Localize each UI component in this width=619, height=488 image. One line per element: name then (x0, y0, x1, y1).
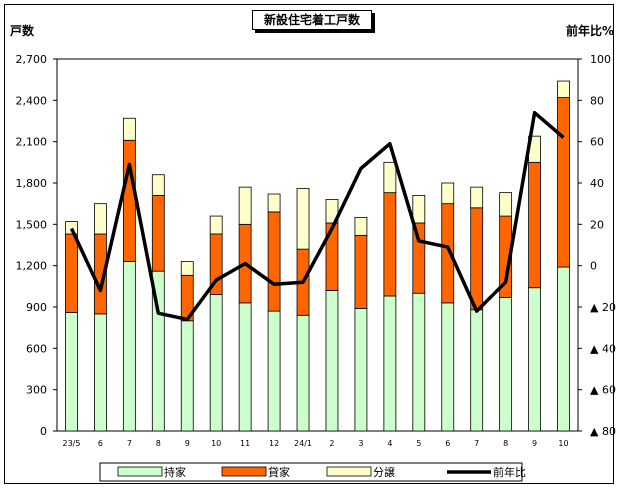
bar-分譲 (470, 186, 484, 209)
bar-持家 (441, 302, 455, 432)
y-left-tick-label: 900 (26, 301, 47, 314)
bar-分譲 (383, 161, 397, 194)
bar-持家 (412, 292, 426, 432)
x-tick-label: 9 (532, 439, 537, 448)
bar-持家 (470, 309, 484, 432)
x-tick-label: 7 (127, 439, 132, 448)
x-tick-label: 6 (98, 439, 103, 448)
y-left-tick-label: 1,800 (16, 177, 48, 190)
bar-持家 (94, 313, 107, 432)
x-tick-label: 7 (474, 439, 479, 448)
y-right-tick-label: 0 (590, 260, 597, 273)
legend-label-前年比: 前年比 (493, 465, 526, 479)
bar-分譲 (296, 188, 310, 250)
x-tick-label: 8 (503, 439, 508, 448)
bar-持家 (238, 302, 252, 432)
bar-持家 (122, 261, 136, 432)
line-前年比 (69, 110, 565, 322)
y-left-tick-label: 1,500 (16, 218, 48, 231)
legend: 持家 貸家 分譲 前年比 (99, 462, 526, 482)
legend-swatch-分譲 (326, 466, 372, 477)
bar-持家 (325, 290, 339, 432)
bar-貸家 (122, 139, 136, 262)
legend-swatch-持家 (117, 466, 163, 477)
bar-持家 (65, 312, 78, 432)
x-tick-label: 3 (358, 439, 363, 448)
bar-貸家 (383, 192, 397, 297)
bar-持家 (267, 310, 281, 432)
x-tick-label: 6 (445, 439, 450, 448)
bar-分譲 (267, 193, 281, 213)
bar-持家 (383, 295, 397, 432)
bar-分譲 (122, 117, 136, 141)
y-right-tick-label: ▲ 20 (590, 301, 616, 314)
x-tick-label: 9 (185, 439, 190, 448)
bar-持家 (180, 320, 194, 432)
x-tick-label: 10 (558, 439, 568, 448)
y-right-tick-label: ▲ 80 (590, 425, 616, 438)
x-tick-label: 5 (416, 439, 421, 448)
y-axis-right-label: 前年比% (566, 23, 614, 38)
y-right-tick-label: ▲ 40 (590, 342, 616, 355)
y-right-tick-label: 20 (590, 218, 604, 231)
bar-貸家 (65, 233, 78, 313)
x-tick-label: 10 (211, 439, 221, 448)
bar-分譲 (94, 203, 107, 235)
bar-分譲 (180, 261, 194, 276)
bar-分譲 (499, 192, 513, 217)
plot-border (56, 58, 579, 432)
bar-分譲 (325, 199, 339, 224)
legend-label-持家: 持家 (164, 465, 186, 479)
legend-swatch-貸家 (221, 466, 267, 477)
bar-持家 (296, 314, 310, 432)
bar-分譲 (441, 182, 455, 205)
y-left-tick-label: 1,200 (16, 260, 48, 273)
legend-label-分譲: 分譲 (373, 465, 395, 479)
x-tick-label: 24/1 (294, 439, 312, 448)
x-tick-label: 8 (156, 439, 161, 448)
bar-分譲 (354, 217, 368, 236)
bar-分譲 (238, 186, 252, 225)
x-tick-label: 11 (240, 439, 250, 448)
y-right-tick-label: 60 (590, 136, 604, 149)
bar-貸家 (267, 211, 281, 312)
bar-貸家 (557, 97, 570, 268)
x-tick-label: 23/5 (62, 439, 80, 448)
bar-持家 (209, 294, 223, 432)
x-tick-label: 4 (387, 439, 392, 448)
y-left-tick-label: 2,100 (16, 136, 48, 149)
bar-貸家 (151, 194, 165, 272)
x-tick-label: 12 (269, 439, 279, 448)
y-left-tick-label: 0 (40, 425, 47, 438)
y-axis-left-label: 戸数 (10, 23, 35, 38)
y-right-tick-label: 100 (590, 53, 611, 66)
bar-分譲 (412, 194, 426, 224)
y-left-tick-label: 600 (26, 342, 47, 355)
legend-label-貸家: 貸家 (268, 465, 290, 479)
y-left-tick-label: 2,700 (16, 53, 48, 66)
bar-貸家 (528, 161, 541, 289)
bar-分譲 (209, 215, 223, 235)
legend-box (99, 462, 523, 482)
y-right-tick-label: ▲ 60 (590, 384, 616, 397)
bar-分譲 (151, 174, 165, 196)
bar-持家 (499, 296, 513, 432)
bar-貸家 (412, 222, 426, 294)
bar-貸家 (354, 234, 368, 309)
bar-分譲 (557, 80, 570, 98)
bar-持家 (528, 287, 541, 432)
y-left-tick-label: 300 (26, 384, 47, 397)
bar-持家 (354, 307, 368, 432)
bar-持家 (557, 266, 570, 432)
plot-area: 03006009001,2001,5001,8002,1002,4002,700… (16, 53, 616, 448)
y-left-tick-label: 2,400 (16, 94, 48, 107)
y-right-tick-label: 40 (590, 177, 604, 190)
bar-貸家 (470, 207, 484, 311)
y-right-tick-label: 80 (590, 94, 604, 107)
x-tick-label: 2 (329, 439, 334, 448)
chart-title: 新設住宅着工戸数 (252, 10, 372, 30)
